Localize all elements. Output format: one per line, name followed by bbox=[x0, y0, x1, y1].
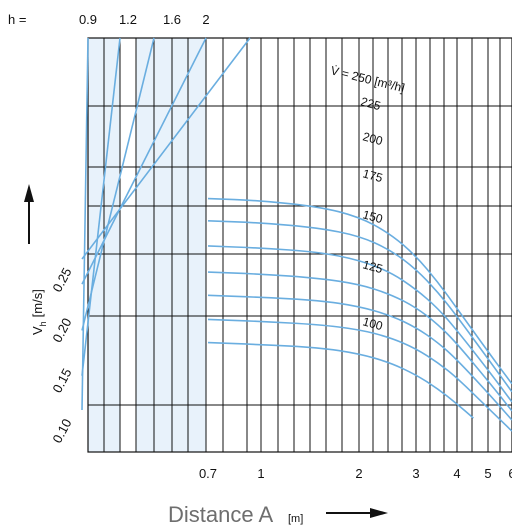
x-tick-label: 6 bbox=[508, 466, 512, 481]
flow-curve-150 bbox=[207, 294, 512, 421]
h-tick-label: 2 bbox=[202, 12, 209, 27]
y-axis-label-main: V bbox=[30, 326, 45, 335]
flow-curve-225 bbox=[207, 220, 512, 393]
x-tick-label: 2 bbox=[355, 466, 362, 481]
h-tick-label: 1.6 bbox=[163, 12, 181, 27]
h-line bbox=[81, 37, 251, 260]
y-tick-label: 0.10 bbox=[49, 416, 74, 445]
shaded-band bbox=[136, 38, 206, 452]
x-tick-label: 0.7 bbox=[199, 466, 217, 481]
h-prefix: h = bbox=[8, 12, 26, 27]
x-tick-label: 5 bbox=[484, 466, 491, 481]
x-tick-label: 3 bbox=[412, 466, 419, 481]
h-line bbox=[81, 37, 207, 285]
flow-curve-250 bbox=[207, 197, 512, 385]
h-line bbox=[81, 37, 89, 410]
grid-lines bbox=[87, 37, 512, 453]
flow-curves bbox=[207, 197, 512, 432]
y-tick-labels: 0.10 0.15 0.20 0.25 bbox=[49, 265, 74, 445]
flow-curve-200 bbox=[207, 245, 512, 403]
y-axis-label: Vh [m/s] bbox=[30, 289, 48, 335]
flow-curve-175 bbox=[207, 271, 512, 412]
h-line bbox=[81, 37, 155, 331]
h-tick-label: 1.2 bbox=[119, 12, 137, 27]
x-axis-arrow bbox=[326, 508, 388, 518]
flow-label-125: 125 bbox=[361, 257, 384, 276]
h-line bbox=[81, 37, 121, 376]
svg-text:Vh[m/s]: Vh [m/s] bbox=[30, 289, 48, 335]
flow-curve-100 bbox=[207, 341, 474, 419]
h-lines bbox=[81, 37, 251, 410]
y-tick-label: 0.15 bbox=[49, 366, 74, 395]
h-tick-label: 0.9 bbox=[79, 12, 97, 27]
y-tick-label: 0.20 bbox=[49, 316, 74, 345]
y-tick-label: 0.25 bbox=[49, 265, 74, 294]
flow-curve-125 bbox=[207, 318, 512, 432]
y-axis-arrow bbox=[24, 184, 34, 244]
h-tick-labels: 0.9 1.2 1.6 2 bbox=[79, 12, 210, 27]
x-axis-unit: [m] bbox=[288, 513, 303, 525]
x-tick-label: 4 bbox=[453, 466, 460, 481]
x-axis-label: Distance A bbox=[168, 502, 273, 527]
y-axis-label-unit: [m/s] bbox=[30, 289, 45, 317]
x-tick-labels: 0.7 1 2 3 4 5 6 bbox=[199, 466, 512, 481]
flow-label-150: 150 bbox=[361, 207, 384, 226]
flow-label-200: 200 bbox=[361, 129, 384, 148]
flow-label-225: 225 bbox=[359, 94, 382, 113]
flow-label-100: 100 bbox=[361, 314, 384, 333]
x-tick-label: 1 bbox=[257, 466, 264, 481]
flow-label-175: 175 bbox=[361, 166, 384, 185]
y-axis-label-sub: h bbox=[38, 321, 48, 326]
plot-frame bbox=[87, 37, 512, 453]
